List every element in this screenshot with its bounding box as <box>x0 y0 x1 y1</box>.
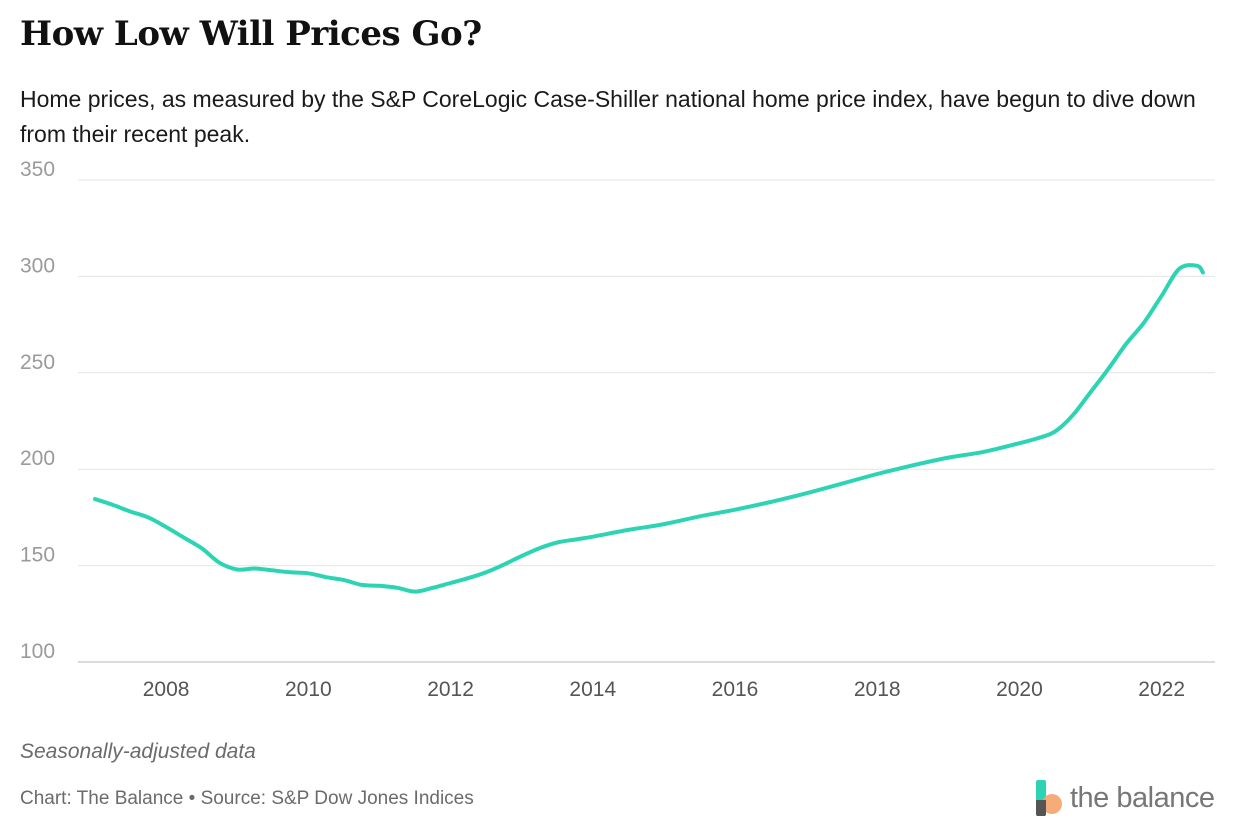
gridlines <box>78 179 1215 663</box>
logo-text: the balance <box>1070 781 1215 814</box>
x-tick-label: 2010 <box>285 678 332 701</box>
y-tick-label: 250 <box>20 351 55 374</box>
x-tick-label: 2012 <box>427 678 474 701</box>
y-tick-label: 350 <box>20 158 55 181</box>
x-tick-label: 2022 <box>1138 678 1185 701</box>
x-tick-label: 2018 <box>854 678 901 701</box>
x-tick-label: 2014 <box>569 678 616 701</box>
y-tick-label: 150 <box>20 544 55 567</box>
chart-subtitle: Home prices, as measured by the S&P Core… <box>20 86 1196 147</box>
y-axis-ticks: 100 150 200 250 300 350 <box>20 158 55 663</box>
series-layer <box>93 263 1205 594</box>
data-note: Seasonally-adjusted data <box>20 740 256 763</box>
y-tick-label: 100 <box>20 640 55 663</box>
y-tick-label: 300 <box>20 254 55 277</box>
x-tick-label: 2008 <box>143 678 190 701</box>
chart-title: How Low Will Prices Go? <box>20 14 482 54</box>
source-credit: Chart: The Balance • Source: S&P Dow Jon… <box>20 788 474 809</box>
x-tick-label: 2016 <box>712 678 759 701</box>
series-line-home-price-index <box>93 263 1205 594</box>
x-axis-ticks: 2008 2010 2012 2014 2016 2018 2020 2022 <box>143 678 1185 701</box>
x-tick-label: 2020 <box>996 678 1043 701</box>
y-tick-label: 200 <box>20 447 55 470</box>
the-balance-logo: the balance <box>1034 778 1215 818</box>
logo-mark-icon <box>1034 780 1062 816</box>
